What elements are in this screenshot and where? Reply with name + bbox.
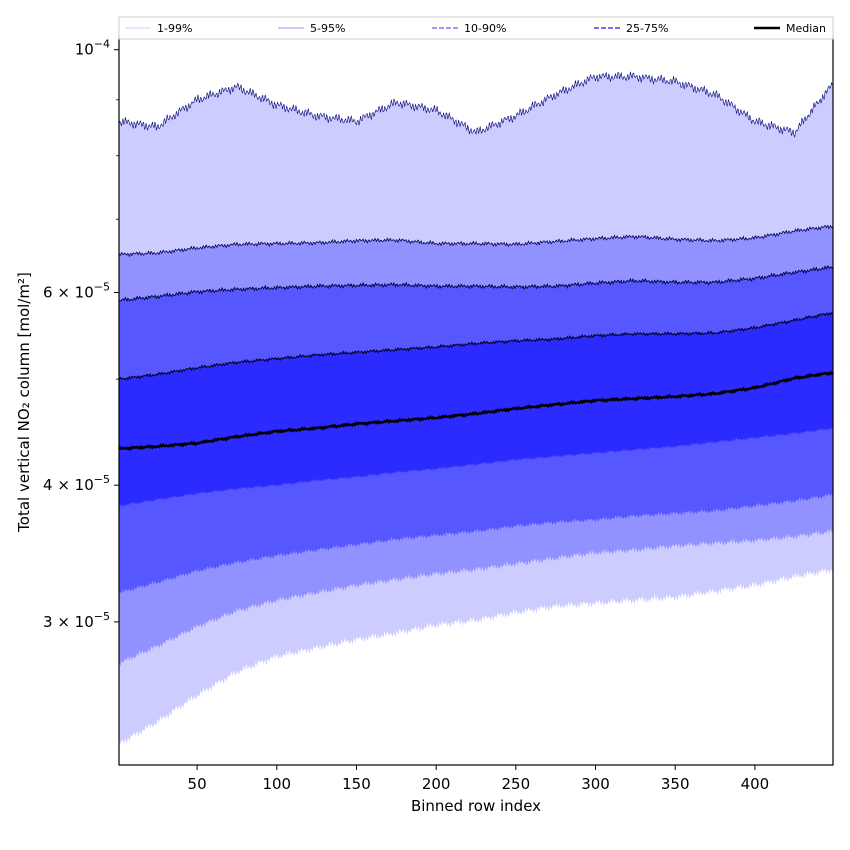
percentile-lines [118,71,834,452]
x-tick-label: 250 [502,775,531,793]
band-25-75 [119,312,833,507]
percentile-bands [119,71,833,744]
x-tick-label: 300 [581,775,610,793]
x-tick-label: 100 [262,775,291,793]
y-tick-label: 6 × 10−5 [43,280,110,301]
legend-label: 10-90% [464,22,506,35]
legend: 1-99% 5-95% 10-90% 25-75% Median [118,16,834,40]
y-tick-label: 4 × 10−5 [43,473,110,494]
legend-label: 5-95% [310,22,345,35]
y-tick-label: 3 × 10−5 [43,610,110,631]
x-axis-label: Binned row index [411,797,541,815]
x-tick-label: 400 [741,775,770,793]
y-tick-label: 10−4 [75,38,110,59]
x-tick-label: 200 [422,775,451,793]
x-axis-ticks: 50 100 150 200 250 300 350 400 [188,765,770,793]
series-line-median [118,370,834,452]
series-line-p95 [118,224,834,258]
series-line-p75 [118,311,834,381]
y-axis-ticks: 10−4 6 × 10−5 4 × 10−5 3 × 10−5 [43,38,119,631]
series-line-p99 [118,71,834,138]
x-tick-label: 50 [188,775,207,793]
legend-label: Median [786,22,826,35]
y-axis-label: Total vertical NO₂ column [mol/m²] [15,272,33,533]
x-tick-label: 350 [661,775,690,793]
series-line-p90 [118,265,834,302]
legend-label: 1-99% [157,22,192,35]
legend-box [118,16,834,40]
x-tick-label: 150 [342,775,371,793]
legend-label: 25-75% [626,22,668,35]
